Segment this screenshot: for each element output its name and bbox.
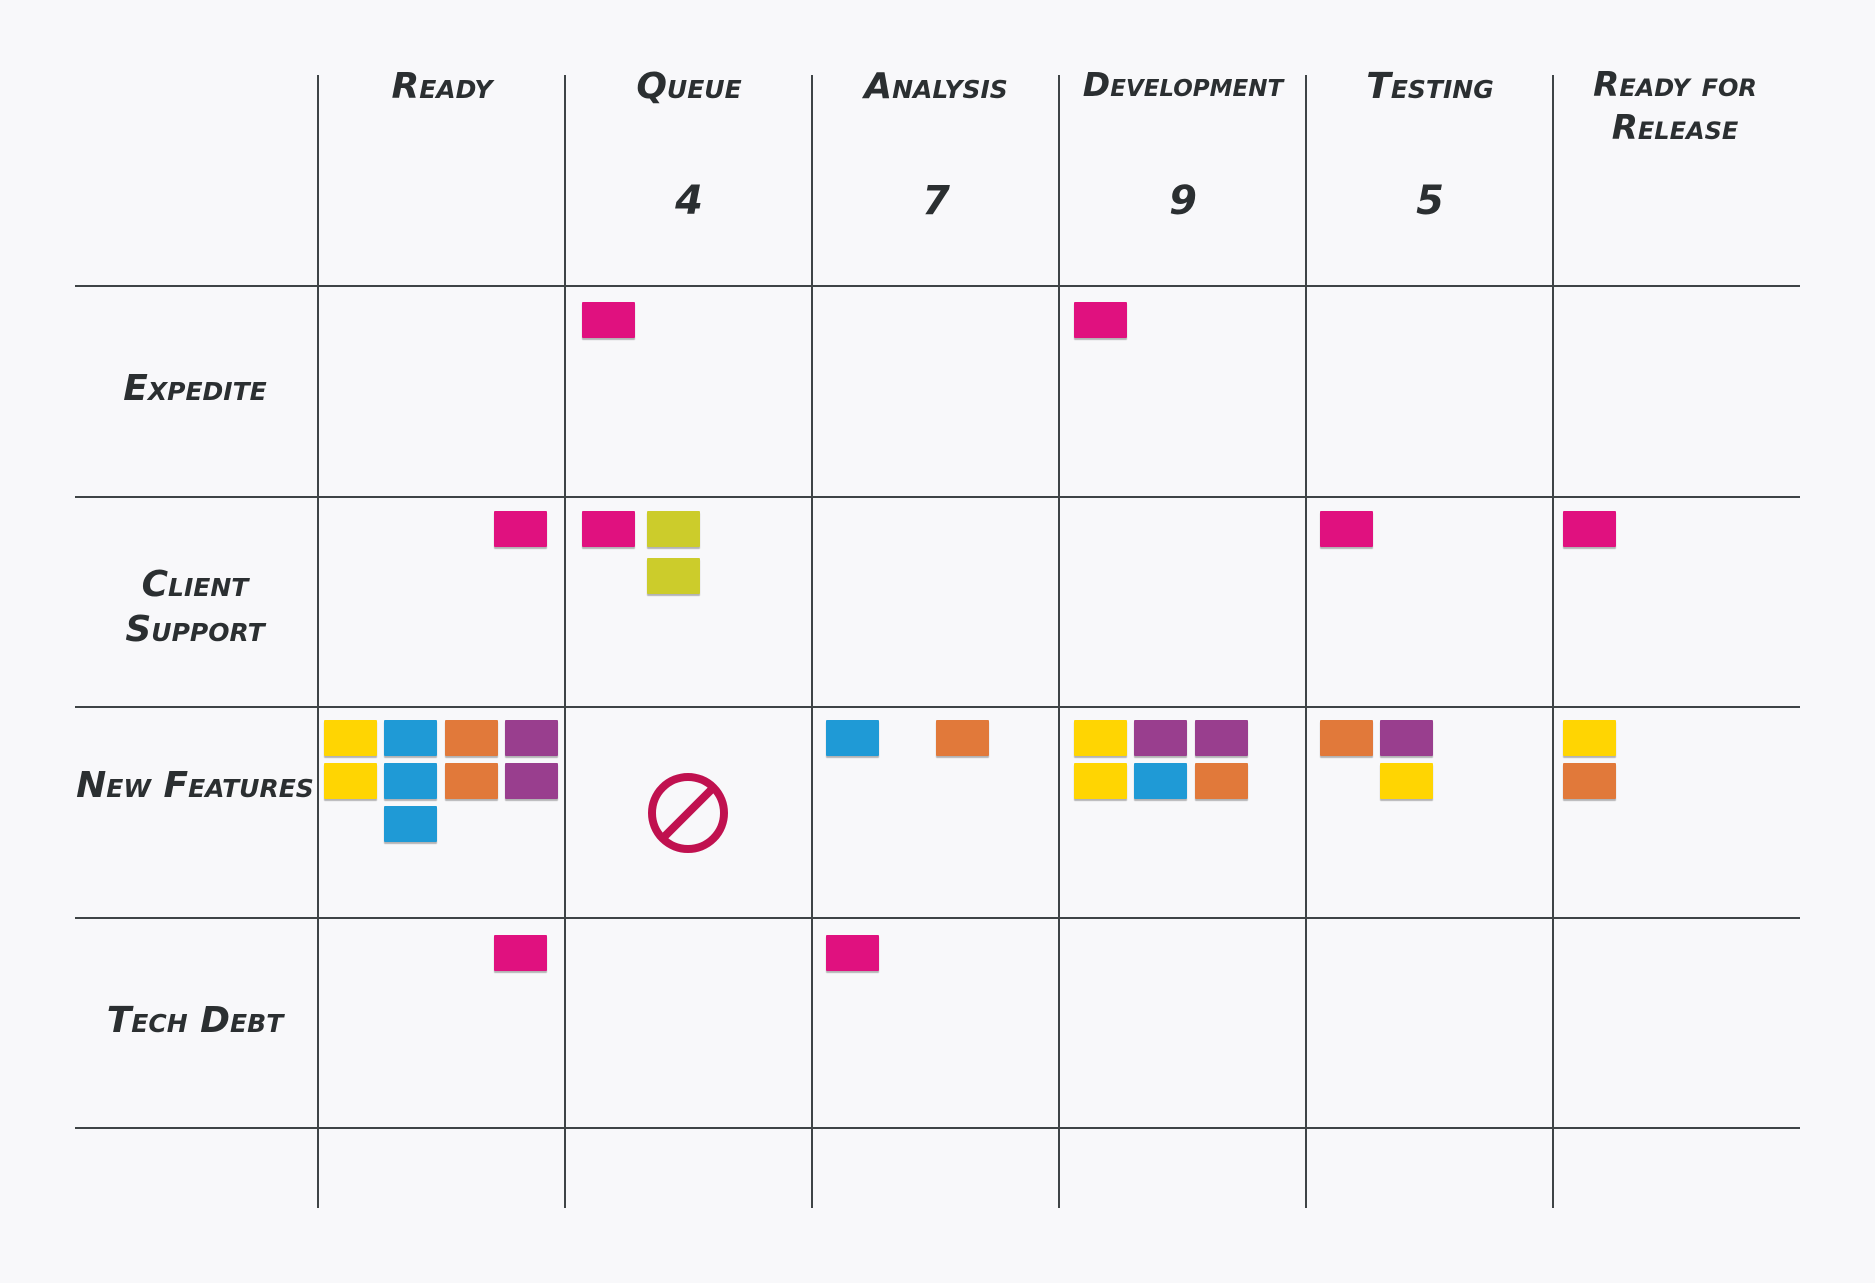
- card-new-features-ready-orange[interactable]: [445, 720, 498, 756]
- wip-limit-development: 9: [1169, 178, 1197, 224]
- grid-line-expedite-bottom: [75, 496, 1800, 498]
- blocked-icon: [648, 773, 728, 853]
- card-new-features-testing-orange[interactable]: [1320, 720, 1373, 756]
- card-new-features-testing-purple[interactable]: [1380, 720, 1433, 756]
- card-client-support-queue-olive[interactable]: [647, 511, 700, 547]
- card-new-features-ready-blue[interactable]: [384, 806, 437, 842]
- card-tech-debt-ready-pink[interactable]: [494, 935, 547, 971]
- card-client-support-queue-olive[interactable]: [647, 558, 700, 594]
- grid-line-col-4: [1305, 75, 1307, 1208]
- card-new-features-development-blue[interactable]: [1134, 763, 1187, 799]
- wip-limit-analysis: 7: [922, 178, 950, 224]
- row-label-expedite: Expedite: [123, 368, 267, 409]
- row-label-client-support: Client Support: [125, 564, 265, 650]
- card-new-features-ready-blue[interactable]: [384, 763, 437, 799]
- card-new-features-ready-orange[interactable]: [445, 763, 498, 799]
- card-new-features-development-purple[interactable]: [1195, 720, 1248, 756]
- card-new-features-ready-for-release-orange[interactable]: [1563, 763, 1616, 799]
- card-client-support-ready-for-release-pink[interactable]: [1563, 511, 1616, 547]
- card-new-features-development-purple[interactable]: [1134, 720, 1187, 756]
- card-new-features-analysis-blue[interactable]: [826, 720, 879, 756]
- card-new-features-ready-yellow[interactable]: [324, 763, 377, 799]
- card-tech-debt-analysis-pink[interactable]: [826, 935, 879, 971]
- grid-line-col-3: [1058, 75, 1060, 1208]
- card-client-support-ready-pink[interactable]: [494, 511, 547, 547]
- card-new-features-ready-blue[interactable]: [384, 720, 437, 756]
- column-header-analysis: Analysis: [864, 66, 1008, 107]
- grid-line-new-features-bottom: [75, 917, 1800, 919]
- card-new-features-ready-yellow[interactable]: [324, 720, 377, 756]
- card-new-features-testing-yellow[interactable]: [1380, 763, 1433, 799]
- column-header-queue: Queue: [636, 66, 742, 107]
- card-new-features-ready-purple[interactable]: [505, 763, 558, 799]
- row-label-new-features: New Features: [76, 765, 314, 806]
- column-header-ready-for-release: Ready for Release: [1593, 65, 1757, 148]
- card-client-support-testing-pink[interactable]: [1320, 511, 1373, 547]
- card-expedite-development-pink[interactable]: [1074, 302, 1127, 338]
- card-expedite-queue-pink[interactable]: [582, 302, 635, 338]
- row-label-tech-debt: Tech Debt: [106, 1000, 284, 1041]
- card-new-features-development-yellow[interactable]: [1074, 720, 1127, 756]
- card-new-features-ready-purple[interactable]: [505, 720, 558, 756]
- card-new-features-ready-for-release-yellow[interactable]: [1563, 720, 1616, 756]
- grid-line-col-1: [564, 75, 566, 1208]
- card-new-features-analysis-orange[interactable]: [936, 720, 989, 756]
- column-header-testing: Testing: [1366, 66, 1494, 107]
- wip-limit-testing: 5: [1416, 178, 1444, 224]
- column-header-ready: Ready: [391, 66, 493, 107]
- grid-line-header-bottom: [75, 285, 1800, 287]
- card-new-features-development-yellow[interactable]: [1074, 763, 1127, 799]
- grid-line-tech-debt-bottom: [75, 1127, 1800, 1129]
- card-client-support-queue-pink[interactable]: [582, 511, 635, 547]
- grid-line-col-5: [1552, 75, 1554, 1208]
- grid-line-col-2: [811, 75, 813, 1208]
- card-new-features-development-orange[interactable]: [1195, 763, 1248, 799]
- wip-limit-queue: 4: [675, 178, 703, 224]
- grid-line-client-support-bottom: [75, 706, 1800, 708]
- grid-line-col-0: [317, 75, 319, 1208]
- column-header-development: Development: [1082, 65, 1284, 104]
